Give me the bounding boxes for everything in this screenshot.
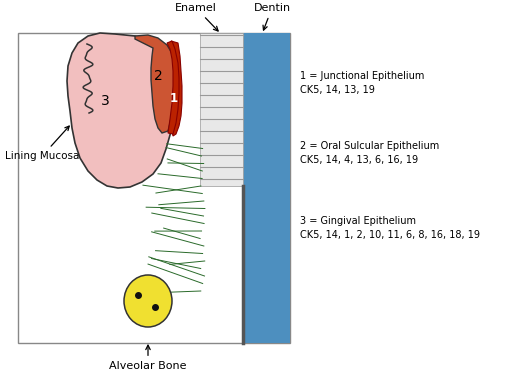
Text: Lining Mucosa: Lining Mucosa (5, 126, 79, 161)
Text: 2: 2 (153, 69, 162, 83)
Text: CK5, 14, 13, 19: CK5, 14, 13, 19 (299, 85, 374, 95)
Polygon shape (171, 41, 182, 136)
Polygon shape (67, 33, 178, 188)
Text: 3 = Gingival Epithelium: 3 = Gingival Epithelium (299, 216, 415, 226)
Text: 1 = Junctional Epithelium: 1 = Junctional Epithelium (299, 71, 423, 81)
Bar (18, 33, 290, 343)
Text: Alveolar Bone: Alveolar Bone (109, 345, 186, 371)
Text: CK5, 14, 1, 2, 10, 11, 6, 8, 16, 18, 19: CK5, 14, 1, 2, 10, 11, 6, 8, 16, 18, 19 (299, 230, 479, 240)
Polygon shape (166, 41, 179, 134)
Ellipse shape (124, 275, 172, 327)
Text: Enamel: Enamel (175, 3, 218, 31)
Bar (242, 33, 290, 343)
Text: CK5, 14, 4, 13, 6, 16, 19: CK5, 14, 4, 13, 6, 16, 19 (299, 155, 417, 165)
Text: Dentin: Dentin (253, 3, 290, 30)
Polygon shape (135, 35, 177, 133)
Text: 2 = Oral Sulcular Epithelium: 2 = Oral Sulcular Epithelium (299, 141, 438, 151)
Bar (200, 33, 242, 186)
Text: 3: 3 (100, 94, 109, 108)
Text: 1: 1 (169, 92, 178, 105)
